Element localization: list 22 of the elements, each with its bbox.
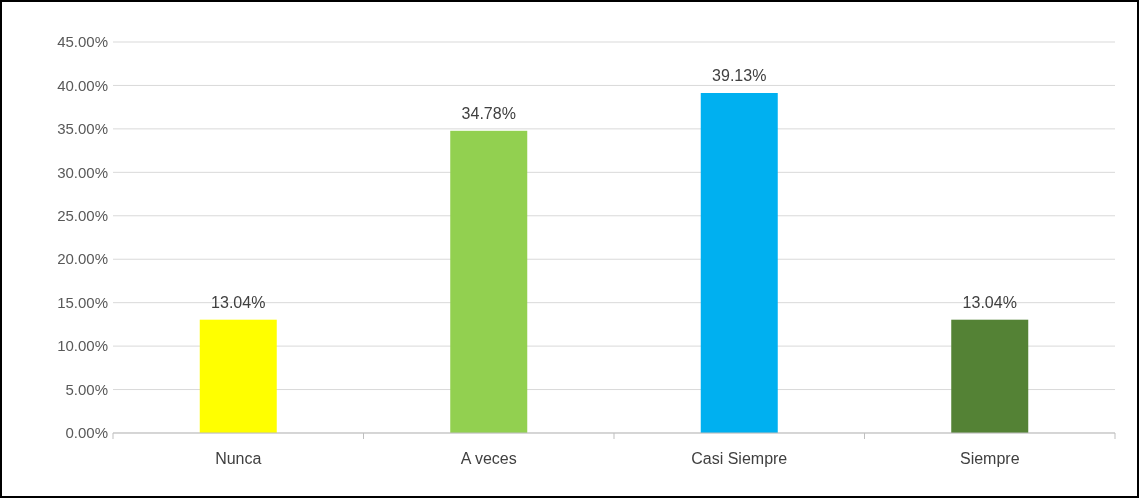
y-tick-label: 15.00% — [57, 293, 108, 311]
bar — [199, 319, 277, 433]
x-tick-label: Nunca — [215, 450, 262, 467]
x-tick-label: Casi Siempre — [691, 450, 788, 467]
bar — [450, 130, 528, 433]
y-tick-label: 30.00% — [57, 163, 108, 181]
y-tick-label: 25.00% — [57, 207, 108, 225]
data-label: 34.78% — [461, 104, 516, 122]
data-label: 13.04% — [962, 293, 1017, 311]
data-label: 13.04% — [211, 293, 266, 311]
y-tick-label: 5.00% — [65, 380, 108, 398]
data-label: 39.13% — [712, 67, 767, 84]
x-tick-label: A veces — [460, 450, 517, 467]
x-tick-label: Siempre — [959, 450, 1020, 467]
bar — [700, 93, 778, 433]
bar — [951, 319, 1029, 433]
y-tick-label: 0.00% — [65, 424, 108, 442]
y-tick-label: 20.00% — [57, 250, 108, 268]
y-tick-label: 10.00% — [57, 337, 108, 355]
y-tick-label: 40.00% — [57, 76, 108, 94]
y-tick-label: 35.00% — [57, 120, 108, 138]
y-tick-label: 45.00% — [57, 33, 108, 51]
